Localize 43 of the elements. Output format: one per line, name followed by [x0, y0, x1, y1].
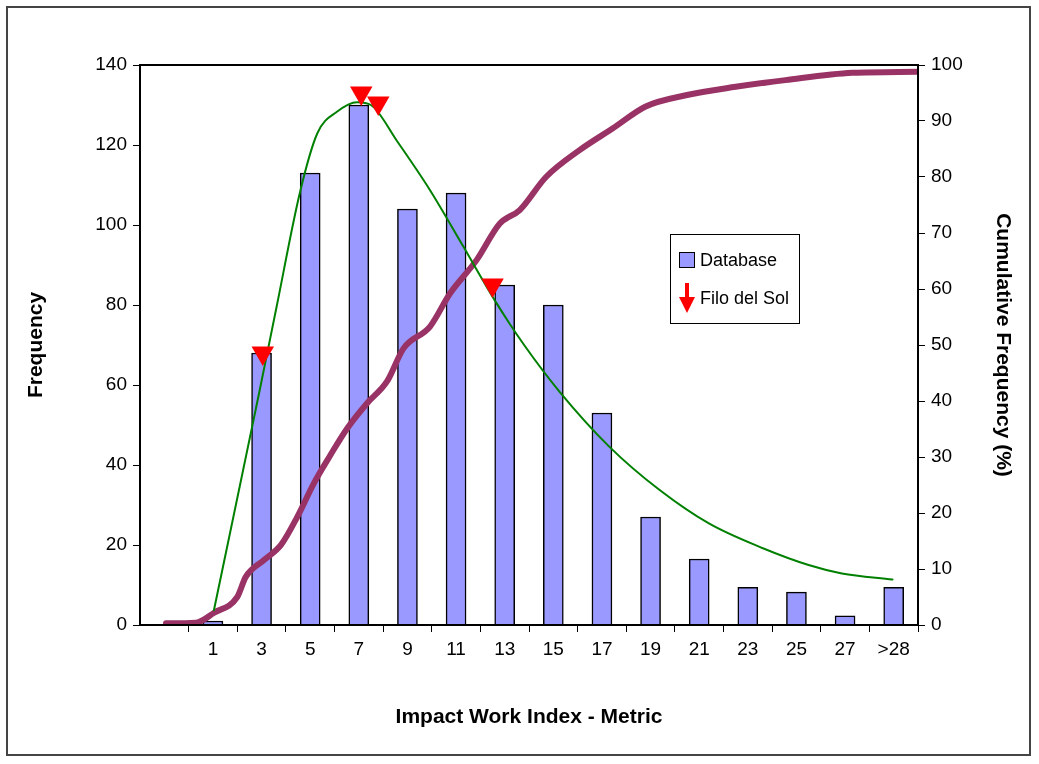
y2-tick-label: 50 [931, 333, 953, 355]
x-tick-label: 13 [494, 637, 516, 659]
x-tick-label: 25 [785, 637, 808, 659]
y-tick-label: 100 [95, 213, 127, 235]
x-tick-label: 17 [591, 637, 613, 659]
point [252, 346, 274, 365]
y-tick-label: 120 [95, 133, 127, 155]
y-tick-label: 140 [95, 53, 127, 75]
x-tick-label: >28 [877, 637, 910, 659]
x-tick-label: 11 [446, 637, 466, 659]
legend-label: Database [700, 249, 778, 271]
y-axis-title: Frequency [23, 291, 47, 399]
point [350, 86, 372, 105]
y-tick-label: 0 [116, 613, 127, 635]
x-tick-label: 27 [834, 637, 856, 659]
y2-tick-label: 0 [931, 613, 942, 635]
y2-tick-label: 60 [931, 277, 953, 299]
y2-tick-label: 30 [931, 445, 953, 467]
y2-tick-label: 70 [931, 221, 953, 243]
x-tick-label: 23 [737, 637, 759, 659]
x-tick-label: 21 [688, 637, 710, 659]
y2-tick-label: 10 [931, 557, 953, 579]
y2-tick-label: 80 [931, 165, 953, 187]
y-tick-label: 60 [105, 373, 127, 395]
x-tick-label: 3 [256, 637, 267, 659]
x-tick-label: 7 [353, 637, 365, 659]
y2-axis-title: Cumulative Frequency (%) [992, 213, 1016, 477]
x-tick-label: 9 [402, 637, 413, 659]
x-tick-label: 1 [207, 637, 219, 659]
y2-tick-label: 40 [931, 389, 953, 411]
point [367, 96, 389, 115]
y-tick-label: 20 [105, 533, 127, 555]
x-tick-label: 5 [304, 637, 316, 659]
x-tick-label: 15 [542, 637, 564, 659]
point [482, 278, 504, 297]
y-tick-label: 80 [105, 293, 127, 315]
y2-tick-label: 90 [931, 109, 953, 131]
y2-tick-label: 20 [931, 501, 953, 523]
y-tick-label: 40 [105, 453, 127, 475]
legend-label: Filo del Sol [700, 287, 790, 309]
x-tick-label: 19 [639, 637, 662, 659]
y2-tick-label: 100 [931, 53, 963, 75]
x-axis-title: Impact Work Index - Metric [395, 704, 663, 728]
